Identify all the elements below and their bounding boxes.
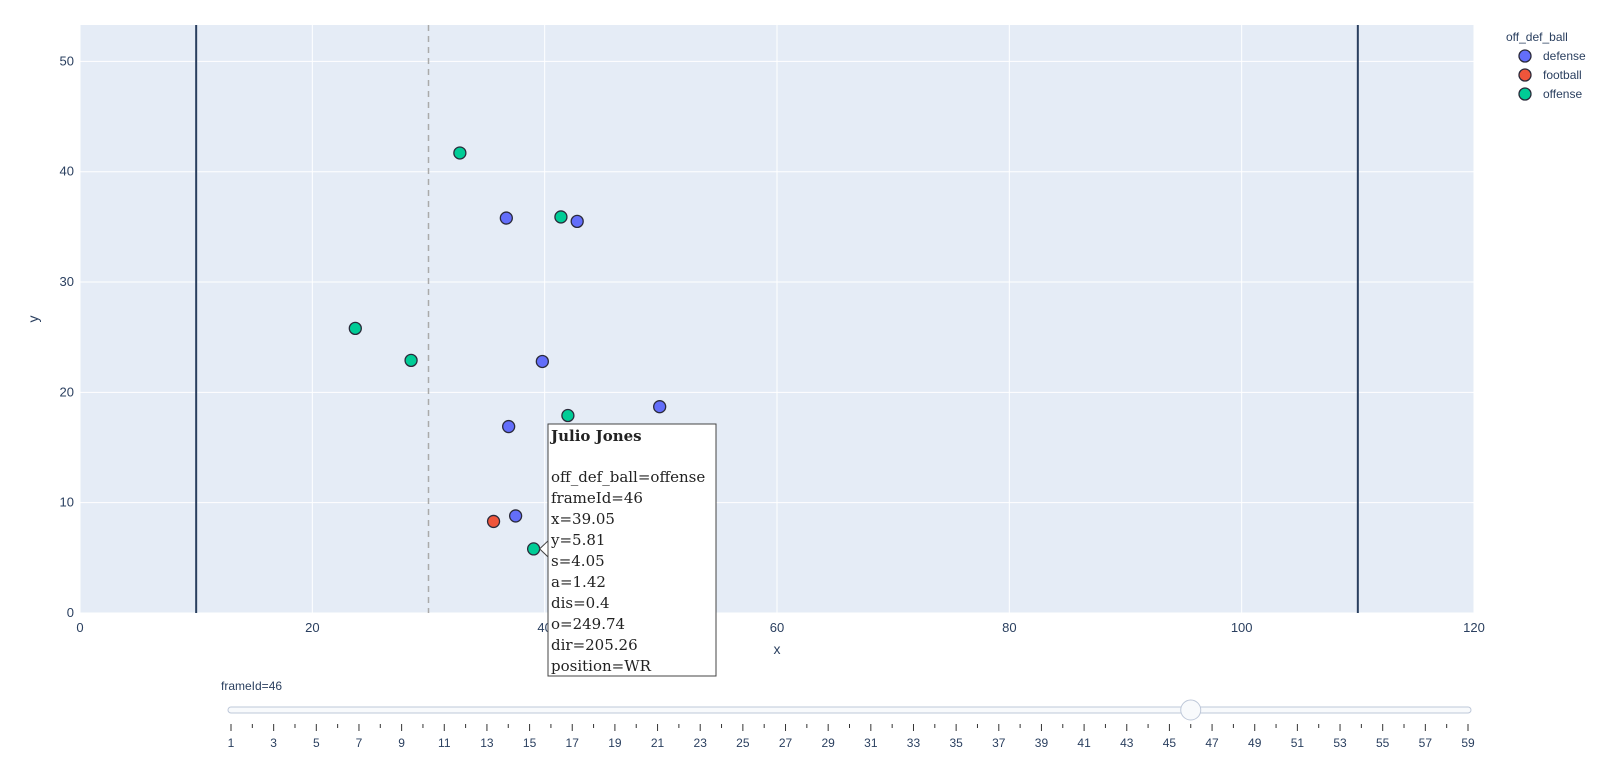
slider-tick-label: 49 [1248,736,1262,750]
slider-tick-label: 57 [1419,736,1433,750]
slider-tick-label: 17 [566,736,580,750]
y-tick-label: 0 [67,605,74,620]
x-tick-label: 60 [770,620,784,635]
tooltip-pointer-cover [548,541,551,557]
x-tick-labels: 0 20 40 60 80 100 120 [76,620,1484,635]
slider-tick-label: 43 [1120,736,1134,750]
tooltip-box [547,423,717,677]
legend-marker-defense[interactable] [1518,49,1532,63]
slider-tick-label: 33 [907,736,921,750]
x-tick-label: 0 [76,620,83,635]
y-tick-labels: 0 10 20 30 40 50 [60,53,74,620]
tooltip-line: y=5.81 [550,531,605,549]
slider-tick-label: 39 [1035,736,1049,750]
slider-tick-label: 51 [1291,736,1305,750]
y-tick-label: 20 [60,384,74,399]
legend-label-offense[interactable]: offense [1543,87,1582,101]
y-tick-label: 40 [60,164,74,179]
slider-handle[interactable] [1180,699,1202,721]
x-tick-label: 120 [1463,620,1485,635]
slider-tick-label: 59 [1461,736,1475,750]
defense-point[interactable] [508,509,523,523]
slider-rail[interactable] [227,706,1472,714]
tooltip-line: o=249.74 [551,615,625,633]
tooltip-line: a=1.42 [551,573,606,591]
slider-tick-label: 41 [1077,736,1091,750]
legend-title: off_def_ball [1506,30,1568,44]
slider-tick-label: 47 [1205,736,1219,750]
offense-point[interactable] [526,542,541,556]
slider-tick-label: 35 [949,736,963,750]
defense-point[interactable] [570,214,584,229]
tooltip-title: Julio Jones [549,427,642,445]
defense-point[interactable] [502,419,516,434]
slider-tick-label: 27 [779,736,793,750]
offense-point[interactable] [453,146,467,160]
slider-tick-label: 29 [821,736,835,750]
slider-tick-label: 21 [651,736,665,750]
y-tick-label: 30 [60,274,74,289]
slider-current-label: frameId=46 [221,679,282,693]
x-tick-label: 100 [1231,620,1253,635]
slider-tick-label: 7 [356,736,363,750]
tooltip-line: position=WR [551,657,652,675]
field-lines [195,25,1359,613]
slider-tick-label: 23 [694,736,708,750]
y-axis-title: y [25,316,41,323]
tooltip-line: dis=0.4 [551,594,610,612]
defense-point[interactable] [535,354,549,369]
football-point[interactable] [486,514,501,529]
slider-tick-label: 5 [313,736,320,750]
x-axis-title: x [774,641,781,657]
hover-tooltip: Julio Jones off_def_ball=offense frameId=4… [538,423,717,677]
offense-point[interactable] [404,353,418,368]
slider-tick-label: 9 [398,736,405,750]
slider-tick-label: 53 [1333,736,1347,750]
slider-tick-label: 37 [992,736,1006,750]
slider-tick-label: 3 [270,736,277,750]
slider-tick-label: 19 [608,736,622,750]
legend-label-defense[interactable]: defense [1543,49,1586,63]
slider-tick-label: 31 [864,736,878,750]
legend[interactable]: off_def_ball defense football offense [1506,30,1586,101]
defense-point[interactable] [499,211,513,225]
slider-tick-label: 45 [1163,736,1177,750]
slider-tick-label: 55 [1376,736,1390,750]
slider-tick-label: 13 [480,736,494,750]
defense-point[interactable] [653,400,667,414]
tooltip-line: s=4.05 [551,552,605,570]
slider-tick-label: 15 [523,736,537,750]
y-tick-label: 50 [60,53,74,68]
legend-label-football[interactable]: football [1543,68,1582,82]
x-tick-label: 80 [1002,620,1016,635]
offense-point[interactable] [348,321,362,336]
slider-tick-label: 1 [228,736,235,750]
tooltip-line: off_def_ball=offense [551,468,705,486]
frame-slider[interactable]: frameId=46 1 3 5 7 9 11 13 15 17 19 21 23 25 27 29 31 33… [221,679,1475,750]
x-tick-label: 20 [305,620,319,635]
offense-point[interactable] [561,408,575,423]
y-tick-label: 10 [60,495,74,510]
slider-tick-label: 11 [438,736,451,750]
data-points [348,146,667,556]
legend-marker-offense[interactable] [1518,87,1532,101]
tooltip-line: x=39.05 [551,510,615,528]
tooltip-line: dir=205.26 [551,636,638,654]
slider-tick-label: 25 [736,736,750,750]
tooltip-line: frameId=46 [551,489,643,507]
legend-marker-football[interactable] [1518,68,1532,82]
offense-point[interactable] [554,210,568,224]
grid [79,25,1475,614]
